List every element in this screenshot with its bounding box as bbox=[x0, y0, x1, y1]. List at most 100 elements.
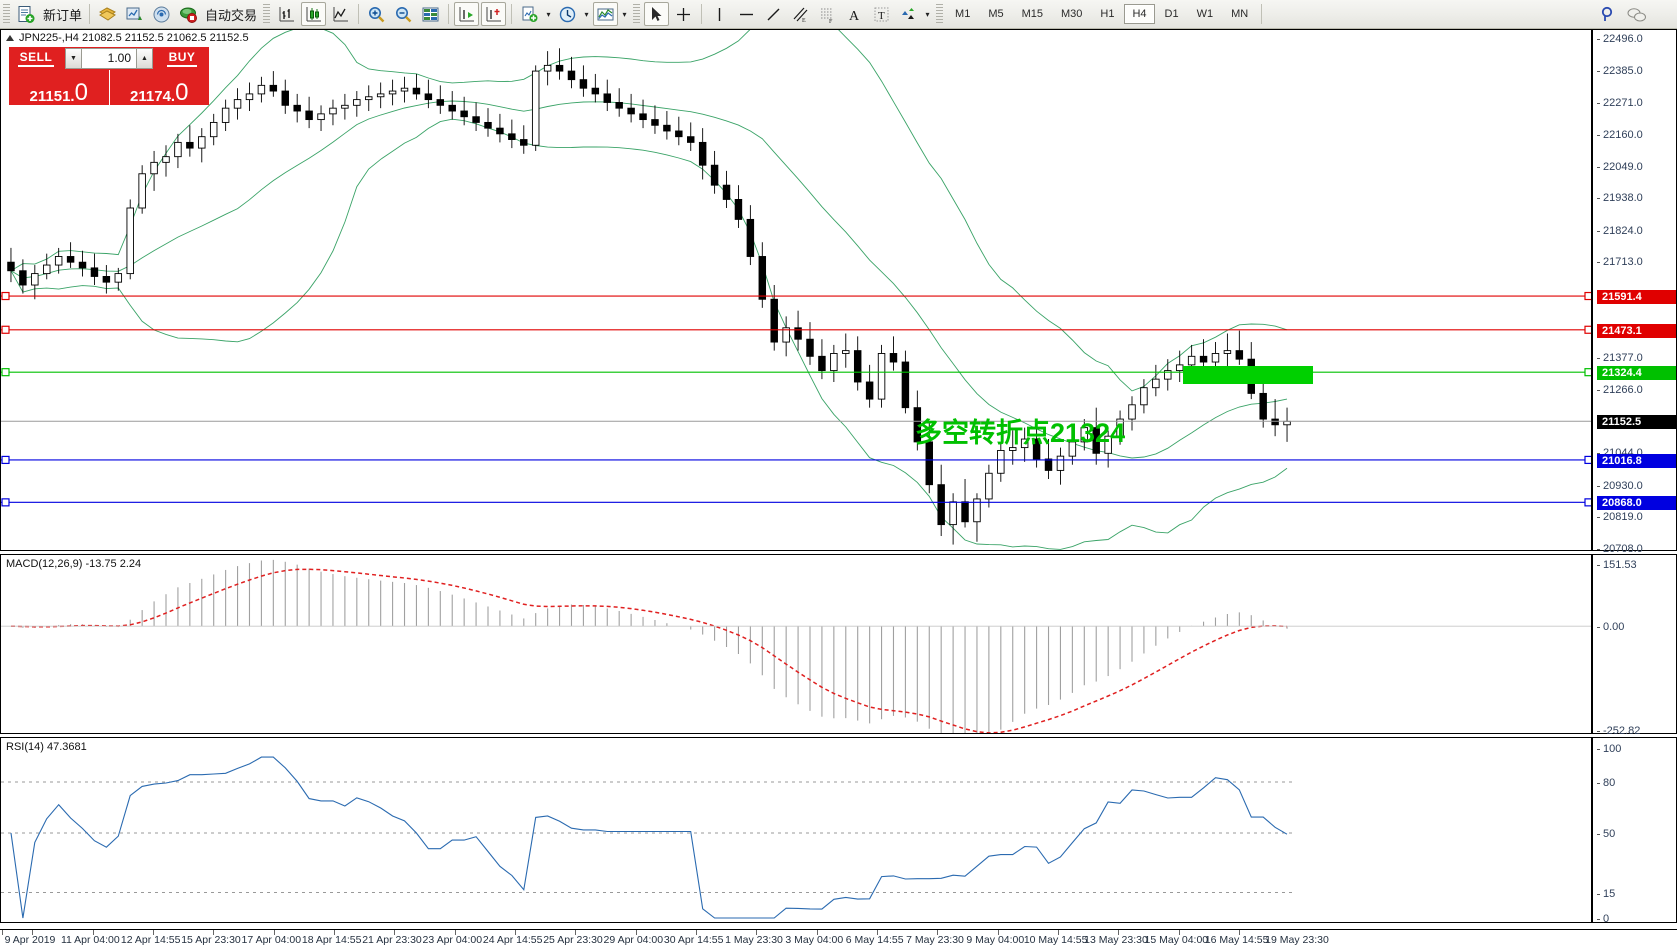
buy-price-dot: . bbox=[170, 88, 176, 105]
profile-icon[interactable] bbox=[95, 2, 120, 26]
text-label-icon[interactable]: T bbox=[869, 2, 894, 26]
new-order-label[interactable]: 新订单 bbox=[43, 7, 83, 23]
chart-annotation-label[interactable]: 多空转折点21324 bbox=[915, 418, 1126, 448]
time-tick bbox=[1058, 930, 1059, 935]
price-tag-21473-1[interactable]: 21473.1 bbox=[1597, 323, 1676, 338]
time-label: 16 May 14:55 bbox=[1204, 934, 1269, 946]
one-click-trading-panel[interactable]: SELL ▼ 1.00 ▲ BUY 21151 . 0 21174 bbox=[9, 47, 209, 105]
rsi-pane-plot[interactable] bbox=[1, 738, 1676, 922]
svg-text:A: A bbox=[849, 9, 860, 24]
rsi-axis[interactable]: 100 80 50 15 0 bbox=[1591, 738, 1676, 925]
rsi-pane[interactable]: RSI(14) 47.3681 100 80 50 15 0 bbox=[0, 737, 1677, 925]
macd-pane[interactable]: MACD(12,26,9) -13.75 2.24 151.53 0.00 -252… bbox=[0, 554, 1677, 737]
time-label: 29 Apr 04:00 bbox=[603, 934, 664, 946]
candlestick-chart-icon[interactable] bbox=[301, 2, 327, 26]
timeframe-m15[interactable]: M15 bbox=[1021, 8, 1043, 20]
price-pane-plot[interactable] bbox=[1, 30, 1676, 550]
rsi-tick-0: 0 bbox=[1597, 913, 1676, 925]
timeframe-d1[interactable]: D1 bbox=[1164, 8, 1179, 20]
collapse-icon[interactable] bbox=[6, 35, 14, 41]
time-label: 9 May 04:00 bbox=[966, 934, 1025, 946]
chat-icon[interactable] bbox=[1623, 2, 1650, 26]
trendline-icon[interactable] bbox=[761, 2, 786, 26]
toolbar-grip-4[interactable] bbox=[936, 4, 944, 24]
time-tick bbox=[696, 930, 697, 935]
volume-input[interactable]: 1.00 bbox=[82, 48, 136, 69]
indicators-dropdown-caret[interactable]: ▾ bbox=[622, 9, 627, 19]
period-dropdown-caret[interactable]: ▾ bbox=[584, 9, 589, 19]
price-tag-21016-8[interactable]: 21016.8 bbox=[1597, 453, 1676, 468]
timeframe-h4[interactable]: H4 bbox=[1124, 4, 1155, 24]
autoscroll-icon[interactable] bbox=[454, 2, 480, 26]
timeframe-m1[interactable]: M1 bbox=[955, 8, 971, 20]
autotrading-icon[interactable] bbox=[176, 2, 201, 26]
volume-down-arrow[interactable]: ▼ bbox=[65, 48, 82, 69]
new-order-icon[interactable] bbox=[14, 2, 39, 26]
bar-chart-icon[interactable] bbox=[274, 2, 299, 26]
price-tick-21377-0: 21377.0 bbox=[1597, 352, 1676, 364]
signal-icon[interactable] bbox=[149, 2, 174, 26]
time-label: 9 Apr 2019 bbox=[4, 934, 56, 946]
shapes-dropdown-caret[interactable]: ▾ bbox=[925, 9, 930, 19]
timeframe-w1[interactable]: W1 bbox=[1196, 8, 1214, 20]
fibonacci-icon[interactable]: F bbox=[815, 2, 840, 26]
equidistant-channel-icon[interactable]: E bbox=[788, 2, 813, 26]
rsi-tick-50: 50 bbox=[1597, 828, 1676, 840]
time-label: 19 May 23:30 bbox=[1265, 934, 1329, 946]
price-tag-21152-5[interactable]: 21152.5 bbox=[1597, 415, 1676, 430]
indicators-icon[interactable] bbox=[593, 2, 619, 26]
time-tick bbox=[2, 930, 3, 935]
price-tag-21591-4[interactable]: 21591.4 bbox=[1597, 290, 1676, 305]
toolbar-grip-3[interactable] bbox=[633, 4, 641, 24]
cursor-icon[interactable] bbox=[644, 2, 670, 26]
vline-icon[interactable] bbox=[707, 2, 732, 26]
templates-dropdown-caret[interactable]: ▾ bbox=[546, 9, 551, 19]
period-icon[interactable] bbox=[555, 2, 580, 26]
price-tag-20868-0[interactable]: 20868.0 bbox=[1597, 496, 1676, 511]
timeframe-mn[interactable]: MN bbox=[1231, 8, 1249, 20]
autotrading-label[interactable]: 自动交易 bbox=[205, 7, 258, 23]
price-axis[interactable]: 22496.0 22385.0 22271.0 22160.0 22049.0 21938… bbox=[1591, 30, 1676, 555]
price-chart-svg bbox=[1, 30, 1593, 550]
macd-axis[interactable]: 151.53 0.00 -252.82 bbox=[1591, 555, 1676, 737]
time-tick bbox=[273, 930, 275, 935]
search-icon[interactable] bbox=[1596, 2, 1621, 26]
hline-icon[interactable] bbox=[734, 2, 759, 26]
templates-icon[interactable] bbox=[517, 2, 542, 26]
timeframe-m30[interactable]: M30 bbox=[1061, 8, 1083, 20]
time-label: 12 Apr 14:55 bbox=[120, 934, 181, 946]
toolbar-grip-2[interactable] bbox=[263, 4, 271, 24]
volume-up-arrow[interactable]: ▲ bbox=[136, 48, 153, 69]
price-tag-21324-4[interactable]: 21324.4 bbox=[1597, 366, 1676, 381]
buy-price-frac: 0 bbox=[175, 79, 189, 107]
toolbar-overflow[interactable] bbox=[1652, 2, 1676, 26]
shapes-icon[interactable] bbox=[896, 2, 921, 26]
highlight-rectangle[interactable] bbox=[1183, 366, 1313, 384]
macd-tick-151neg53: 151.53 bbox=[1597, 559, 1676, 571]
zoom-in-icon[interactable] bbox=[364, 2, 389, 26]
toolbar-separator-6 bbox=[1261, 4, 1263, 24]
chart-shift-icon[interactable] bbox=[481, 2, 507, 26]
price-tick-20819-0: 20819.0 bbox=[1597, 511, 1676, 523]
buy-price[interactable]: 21174 . 0 bbox=[109, 70, 209, 107]
toolbar-grip[interactable] bbox=[3, 4, 10, 24]
price-tick-21824-0: 21824.0 bbox=[1597, 225, 1676, 237]
volume-stepper[interactable]: ▼ 1.00 ▲ bbox=[63, 47, 155, 70]
zoom-out-icon[interactable] bbox=[391, 2, 416, 26]
macd-pane-plot[interactable] bbox=[1, 555, 1676, 733]
time-axis[interactable]: 9 Apr 2019 11 Apr 04:00 12 Apr 14:55 15 Apr… bbox=[0, 929, 1677, 951]
timeframe-m5[interactable]: M5 bbox=[988, 8, 1004, 20]
time-label: 24 Apr 14:55 bbox=[482, 934, 543, 946]
crosshair-icon[interactable] bbox=[671, 2, 696, 26]
data-window-icon[interactable] bbox=[418, 2, 443, 26]
time-tick bbox=[32, 930, 34, 935]
timeframe-h1[interactable]: H1 bbox=[1100, 8, 1115, 20]
text-icon[interactable]: A bbox=[842, 2, 867, 26]
sell-button[interactable]: SELL bbox=[9, 47, 63, 70]
line-chart-icon[interactable] bbox=[328, 2, 353, 26]
sell-price[interactable]: 21151 . 0 bbox=[9, 70, 110, 105]
price-pane[interactable]: 22496.0 22385.0 22271.0 22160.0 22049.0 21938… bbox=[0, 29, 1677, 555]
buy-button[interactable]: BUY bbox=[155, 47, 209, 70]
chart-upload-icon[interactable] bbox=[122, 2, 147, 26]
chart-area[interactable]: 22496.0 22385.0 22271.0 22160.0 22049.0 21938… bbox=[0, 29, 1677, 951]
